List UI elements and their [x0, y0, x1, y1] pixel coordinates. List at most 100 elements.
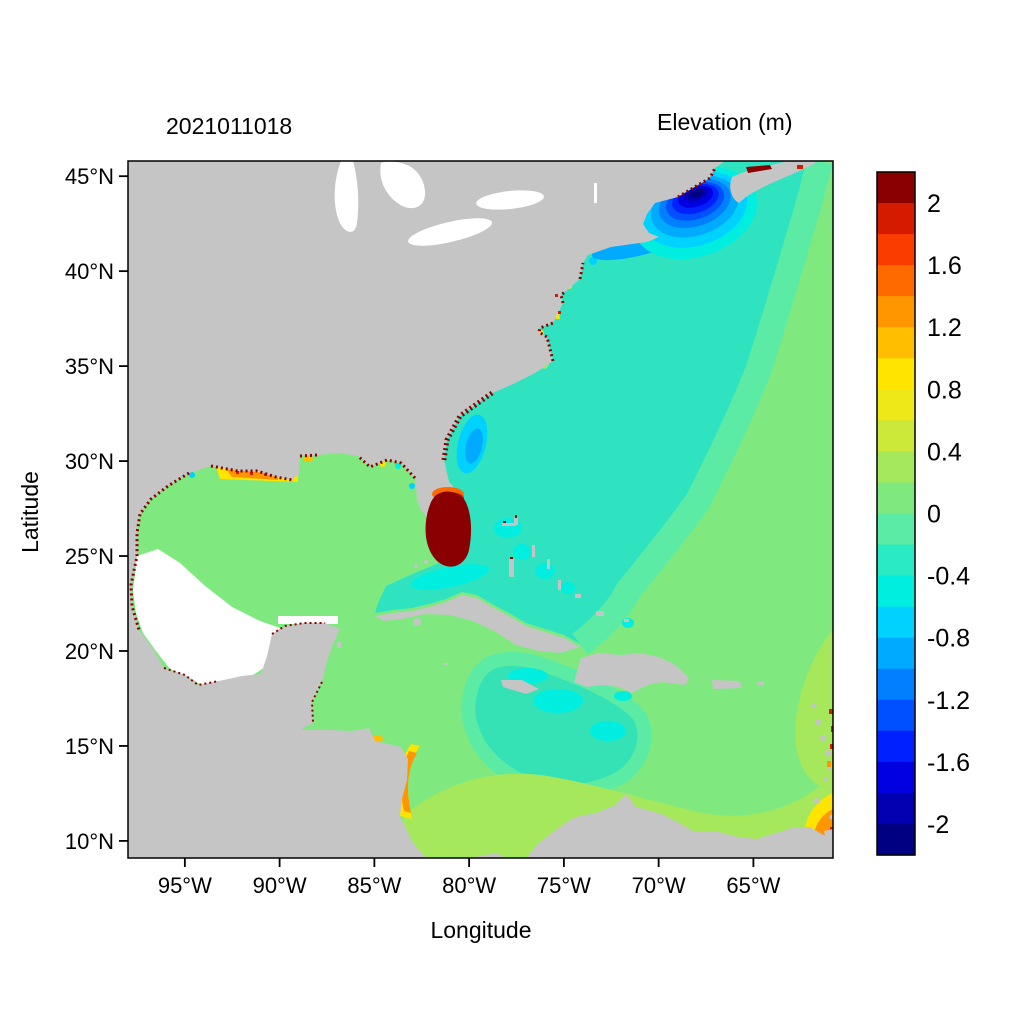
east-caribbean-positive-tint — [795, 629, 833, 791]
map-plot — [128, 161, 833, 858]
colorbar-band — [877, 606, 915, 639]
colorbar-tick-label: -0.4 — [927, 563, 970, 591]
jamaica — [501, 680, 539, 694]
colorbar-tick-label: 0.8 — [927, 376, 962, 404]
texas-coast-cyan-dot — [189, 472, 195, 478]
colorbar-band — [877, 730, 915, 763]
turks-caicos — [624, 619, 629, 622]
campeche-white-mask — [133, 549, 280, 688]
colorbar-tick-label: -2 — [927, 811, 949, 839]
colorbar-tick-label: -0.8 — [927, 625, 970, 653]
bahamas-cyan-patch-3 — [535, 563, 555, 579]
y-tick-label: 20°N — [65, 639, 114, 664]
y-tick-label: 25°N — [65, 544, 114, 569]
x-axis-label: Longitude — [430, 917, 531, 943]
florida-straits-cyan — [410, 564, 490, 590]
chesapeake-red-speck — [555, 294, 558, 297]
colorbar-tick-label: 1.6 — [927, 252, 962, 280]
louisiana-red-speck — [236, 471, 239, 474]
colorbar-tick-label: 0.4 — [927, 438, 962, 466]
north-america-landmass — [128, 161, 833, 858]
colorbar-tick-label: 1.2 — [927, 314, 962, 342]
colorbar: 2 1.6 1.2 0.8 0.4 0 -0.4 -0.8 -1.2 -1.6 -2 — [876, 171, 970, 856]
bay-of-fundy-red-strip — [746, 165, 772, 173]
colorbar-band — [877, 761, 915, 794]
antigua — [811, 703, 817, 709]
grand-bahama — [502, 523, 516, 526]
y-tick-label: 10°N — [65, 829, 114, 854]
colorbar-band — [877, 358, 915, 390]
crooked-island — [575, 594, 581, 598]
colorbar-band — [877, 637, 915, 670]
lake-ontario — [476, 190, 544, 210]
atlantic-transition-band — [572, 161, 833, 655]
colorbar-band — [877, 823, 915, 856]
tabasco-coast-speckles — [163, 667, 220, 687]
louisiana-coast-speckles — [210, 453, 319, 482]
colorbar-band — [877, 544, 915, 577]
lake-huron — [380, 161, 426, 209]
x-tick-label: 75°W — [537, 873, 591, 898]
colorbar-frame — [876, 171, 916, 856]
lake-champlain — [594, 183, 597, 203]
martinique — [825, 750, 831, 756]
colorbar-band — [877, 172, 915, 204]
timestamp-title: 2021011018 — [166, 113, 292, 139]
virgin-islands — [757, 682, 764, 685]
bigbend-cyan-dot — [395, 463, 401, 469]
colorbar-band — [877, 792, 915, 825]
cuba — [375, 595, 580, 653]
florida-keys-west — [424, 560, 428, 564]
colorbar-band — [877, 389, 915, 421]
trinidad — [824, 829, 833, 841]
tampa-cyan-dot — [409, 483, 415, 489]
x-tick-label: 90°W — [253, 873, 307, 898]
caribbean-negative-field — [461, 651, 652, 799]
georgia-coast-speckles — [441, 390, 494, 461]
ny-bight-cyan-dot — [589, 257, 597, 265]
dominica — [820, 735, 826, 741]
y-tick-label: 30°N — [65, 449, 114, 474]
antilles-orange-speck — [827, 761, 831, 767]
lake-michigan — [334, 161, 359, 232]
y-tick-label: 40°N — [65, 259, 114, 284]
grenada — [814, 798, 820, 804]
florida-anomaly-core — [425, 491, 472, 567]
cozumel — [337, 642, 341, 648]
islands — [337, 517, 833, 841]
mobile-bay-patch — [303, 456, 313, 462]
midatlantic-coast-speckles — [537, 262, 585, 362]
colorbar-tick-label: 0 — [927, 501, 941, 529]
colorbar-band — [877, 420, 915, 453]
caribbean-cyan-patch — [533, 689, 583, 713]
guadeloupe — [815, 719, 821, 725]
tobago — [829, 814, 833, 820]
bahamas-red-speck-3 — [510, 557, 513, 559]
colorbar-band — [877, 451, 915, 484]
florida-keys-tip — [414, 564, 418, 568]
abaco — [514, 517, 518, 525]
gom-core-dark — [689, 188, 704, 198]
bahamas-cyan-patch-4 — [561, 582, 575, 594]
x-tick-label: 65°W — [726, 873, 780, 898]
louisiana-red-speck-2 — [250, 472, 253, 475]
colorbar-band — [877, 699, 915, 732]
y-axis-label: Latitude — [17, 471, 43, 553]
st-vincent — [823, 777, 827, 781]
hispaniola-south-cyan — [614, 691, 632, 701]
colorbar-band — [877, 668, 915, 701]
bahamas-red-speck-1 — [503, 521, 506, 523]
plot-border — [127, 160, 834, 859]
antilles-red-speck-1 — [829, 709, 833, 714]
colorbar-band — [877, 203, 915, 235]
antilles-red-speck-2 — [831, 726, 833, 732]
bahamas-red-speck-2 — [515, 515, 517, 518]
chesapeake-red-speck-2 — [558, 311, 561, 314]
cat-island — [547, 559, 550, 569]
colorbar-band — [877, 575, 915, 608]
colorbar-tick-label: -1.6 — [927, 749, 970, 777]
x-tick-label: 85°W — [347, 873, 401, 898]
inagua — [596, 611, 604, 616]
